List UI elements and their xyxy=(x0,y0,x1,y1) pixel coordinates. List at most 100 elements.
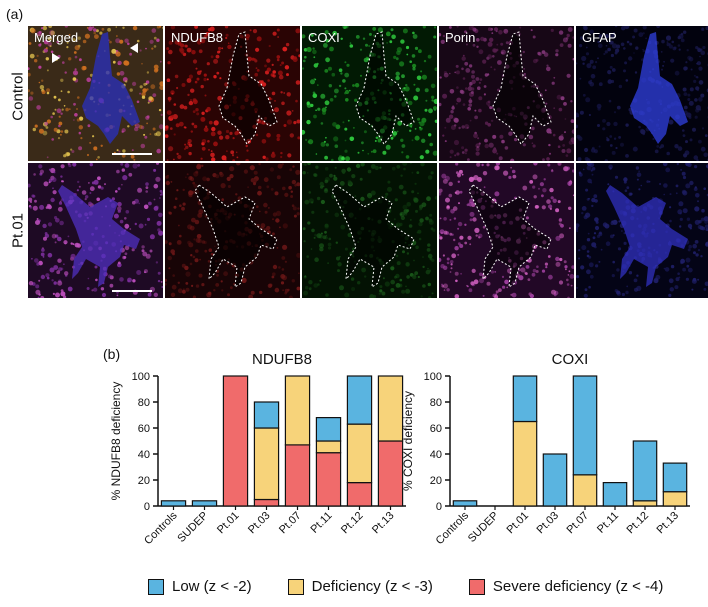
bar-segment xyxy=(315,416,342,442)
bar-segment xyxy=(512,420,538,507)
micrograph-image xyxy=(28,26,163,161)
channel-label-coxi: COXI xyxy=(308,30,340,45)
scale-bar xyxy=(112,290,152,292)
y-tick-label: 20 xyxy=(430,475,442,487)
bar-segment xyxy=(572,375,598,476)
bar-segment xyxy=(346,375,373,425)
y-axis-label: % COXI deficiency xyxy=(401,391,415,491)
astrocyte-outline xyxy=(492,31,552,145)
bar-segment xyxy=(315,452,342,507)
x-tick-label: Pt.12 xyxy=(339,510,366,537)
x-tick-label: Pt.11 xyxy=(595,510,621,536)
astrocyte-outline xyxy=(194,184,278,289)
x-tick-label: Pt.13 xyxy=(370,510,397,537)
bar-segment xyxy=(602,482,628,507)
panel-b-label: (b) xyxy=(103,346,121,362)
legend-label-low: Low (z < -2) xyxy=(172,578,252,595)
y-tick-label: 60 xyxy=(138,423,150,435)
micrograph-image xyxy=(28,163,163,298)
y-tick-label: 40 xyxy=(430,449,442,461)
micrograph-tile-control-porin: Porin xyxy=(439,26,574,161)
legend-item-deficiency: Deficiency (z < -3) xyxy=(287,578,433,595)
y-axis-label: % NDUFB8 deficiency xyxy=(109,382,123,501)
x-tick-label: Pt.03 xyxy=(246,510,273,537)
micrograph-tile-pt01-coxi xyxy=(302,163,437,298)
channel-label-porin: Porin xyxy=(445,30,476,45)
astrocyte-outline xyxy=(218,31,278,145)
bar-segment xyxy=(315,440,342,454)
chart-title: NDUFB8 xyxy=(252,351,312,368)
coxi-chart: COXI % COXI deficiency 0 20 40 60 80 100 Control… xyxy=(401,351,690,547)
legend-label-severe: Severe deficiency (z < -4) xyxy=(492,578,664,595)
legend-item-low: Low (z < -2) xyxy=(148,578,252,595)
micrograph-tile-pt01-gfap xyxy=(576,163,708,298)
chart-title: COXI xyxy=(552,351,589,368)
bar-segment xyxy=(377,375,404,442)
bar-segment xyxy=(346,482,373,507)
micrograph-image xyxy=(439,26,574,161)
x-tick-label: Pt.11 xyxy=(309,510,335,536)
x-tick-label: Pt.13 xyxy=(654,510,681,537)
legend: Low (z < -2) Deficiency (z < -3) Severe … xyxy=(148,578,699,595)
bar-segment xyxy=(662,462,688,493)
x-tick-label: Controls xyxy=(142,509,180,547)
ndufb8-chart: NDUFB8 % NDUFB8 deficiency 0 20 40 60 80 100 Con… xyxy=(109,351,406,547)
bar-segment xyxy=(253,427,280,501)
arrowhead-icon xyxy=(52,53,60,63)
x-tick-label: Pt.07 xyxy=(564,510,591,537)
legend-item-severe: Severe deficiency (z < -4) xyxy=(468,578,664,595)
bar-segment xyxy=(632,440,658,502)
micrograph-tile-pt01-porin xyxy=(439,163,574,298)
channel-label-ndufb8: NDUFB8 xyxy=(171,30,224,45)
bar-segment xyxy=(191,500,218,507)
micrograph-tile-control-ndufb8: NDUFB8 xyxy=(165,26,300,161)
micrograph-tile-pt01-merged xyxy=(28,163,163,298)
y-tick-label: 60 xyxy=(430,423,442,435)
micrograph-tile-control-coxi: COXI xyxy=(302,26,437,161)
x-tick-label: SUDEP xyxy=(466,510,501,545)
channel-label-gfap: GFAP xyxy=(582,30,617,45)
micrograph-image xyxy=(302,26,437,161)
x-tick-label: Pt.01 xyxy=(504,510,531,537)
micrograph-image xyxy=(576,26,708,161)
micrograph-image xyxy=(302,163,437,298)
micrograph-image xyxy=(165,26,300,161)
bar-segment xyxy=(512,375,538,423)
panel-a-label: (a) xyxy=(6,6,24,22)
x-tick-label: Pt.03 xyxy=(534,510,561,537)
legend-swatch-deficiency xyxy=(287,578,304,595)
micrograph-image xyxy=(439,163,574,298)
y-tick-label: 40 xyxy=(138,449,150,461)
bar-segment xyxy=(377,440,404,507)
bar-segment xyxy=(542,453,568,507)
bar-segment xyxy=(632,500,658,507)
bar-segment xyxy=(284,444,311,507)
row-label-control: Control xyxy=(9,72,27,121)
micrograph-tile-control-gfap: GFAP xyxy=(576,26,708,161)
x-tick-label: Pt.01 xyxy=(215,510,242,537)
x-tick-label: Pt.12 xyxy=(624,510,651,537)
bar-segment xyxy=(253,401,280,429)
y-tick-label: 0 xyxy=(436,501,442,513)
arrowhead-icon xyxy=(130,43,138,53)
x-tick-label: Pt.07 xyxy=(277,510,304,537)
micrograph-image xyxy=(576,163,708,298)
bar-segment xyxy=(160,500,187,507)
bar-segment xyxy=(222,375,249,507)
bar-segment xyxy=(452,500,478,507)
astrocyte-shape xyxy=(58,185,140,287)
astrocyte-shape xyxy=(630,32,688,144)
legend-swatch-severe xyxy=(468,578,485,595)
astrocyte-shape xyxy=(82,32,140,144)
y-tick-label: 80 xyxy=(138,397,150,409)
astrocyte-outline xyxy=(331,184,415,289)
micrograph-image xyxy=(165,163,300,298)
bar-segment xyxy=(572,474,598,507)
scale-bar xyxy=(112,153,152,155)
x-tick-label: Controls xyxy=(434,509,472,547)
bar-segment xyxy=(346,423,373,484)
legend-swatch-low xyxy=(148,578,164,595)
channel-label-merged: Merged xyxy=(34,30,79,45)
bar-segment xyxy=(662,491,688,507)
